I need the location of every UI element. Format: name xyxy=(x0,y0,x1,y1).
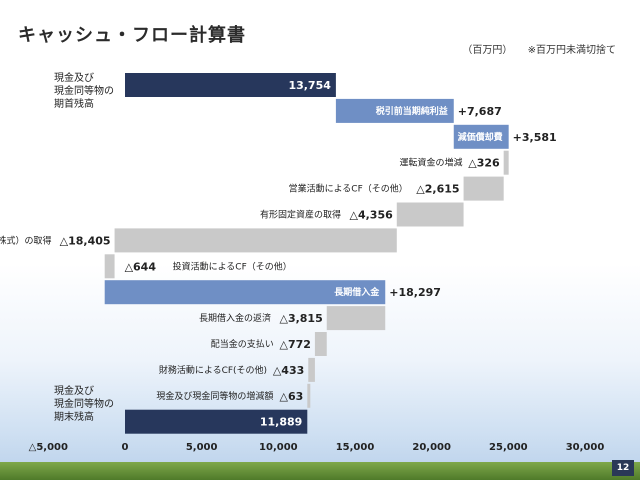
bar-0 xyxy=(125,73,336,97)
x-tick-label: △5,000 xyxy=(29,442,68,453)
bar-7 xyxy=(104,254,115,279)
bar-2 xyxy=(453,124,509,149)
item-label: 投資活動によるCF（その他） xyxy=(173,260,292,272)
value-label: △63 xyxy=(280,390,304,403)
value-label: △3,815 xyxy=(279,312,322,325)
item-label: 有形固定資産の取得 xyxy=(260,209,341,221)
x-tick-label: 30,000 xyxy=(566,442,605,453)
bar-11 xyxy=(308,357,315,382)
unit-label: （百万円） xyxy=(462,45,513,56)
value-label: △326 xyxy=(468,157,500,170)
x-tick-label: 10,000 xyxy=(259,442,298,453)
bar-5 xyxy=(396,202,464,227)
value-label: +7,687 xyxy=(458,105,502,118)
item-label: 配当金の支払い xyxy=(211,338,274,350)
bar-1 xyxy=(335,98,454,123)
value-label: △2,615 xyxy=(416,183,459,196)
x-tick-label: 25,000 xyxy=(489,442,528,453)
x-tick-label: 0 xyxy=(122,442,129,453)
item-label: 税引前当期純利益 xyxy=(376,105,448,117)
value-label: △644 xyxy=(125,260,157,273)
item-label: 現金及び現金同等物の増減額 xyxy=(156,390,273,402)
side-label-line: 現金同等物の xyxy=(54,84,114,97)
page-title: キャッシュ・フロー計算書 xyxy=(18,25,246,46)
x-tick-label: 15,000 xyxy=(336,442,375,453)
unit-notes: （百万円） ※百万円未満切捨て xyxy=(450,41,616,56)
bar-8 xyxy=(104,280,386,305)
value-label: +18,297 xyxy=(389,286,441,299)
item-label: 財務活動によるCF(その他) xyxy=(159,364,267,376)
page-number: 12 xyxy=(612,460,634,476)
bar-6 xyxy=(114,228,397,253)
bar-10 xyxy=(314,332,327,356)
bar-9 xyxy=(326,306,386,331)
item-label: 営業活動によるCF（その他） xyxy=(289,183,408,195)
side-label-line: 現金及び xyxy=(54,71,94,84)
side-label-line: 期末残高 xyxy=(54,410,94,423)
waterfall-bars xyxy=(104,73,509,434)
item-label: 運転資金の増減 xyxy=(399,157,462,169)
total-value-label: 11,889 xyxy=(260,416,302,429)
value-label: △772 xyxy=(279,338,310,351)
item-label: 減価償却費 xyxy=(458,131,503,143)
x-axis-ticks: △5,000 0 5,000 10,000 15,000 20,000 25,000 30,0… xyxy=(29,442,605,453)
bar-12 xyxy=(307,383,311,408)
bar-13 xyxy=(125,409,308,434)
x-tick-label: 20,000 xyxy=(412,442,451,453)
value-label: △4,356 xyxy=(350,209,394,222)
rounding-note: ※百万円未満切捨て xyxy=(527,45,616,56)
item-label: 長期借入金の返済 xyxy=(199,312,271,324)
side-label-line: 現金同等物の xyxy=(54,397,114,410)
value-label: △18,405 xyxy=(60,234,111,247)
x-tick-label: 5,000 xyxy=(186,442,218,453)
waterfall-labels: 13,754 税引前当期純利益 +7,687 減価償却費 +3,581 △326 運転資金の… xyxy=(0,79,557,429)
value-label: △433 xyxy=(273,364,304,377)
bar-3 xyxy=(503,150,509,175)
side-label-line: 期首残高 xyxy=(54,97,94,110)
bar-4 xyxy=(463,176,504,201)
side-label-line: 現金及び xyxy=(54,384,94,397)
value-label: +3,581 xyxy=(513,131,557,144)
item-label: 子会社株式（CVI株式）の取得 xyxy=(0,234,51,246)
total-value-label: 13,754 xyxy=(288,79,331,92)
item-label: 長期借入金 xyxy=(334,286,380,298)
